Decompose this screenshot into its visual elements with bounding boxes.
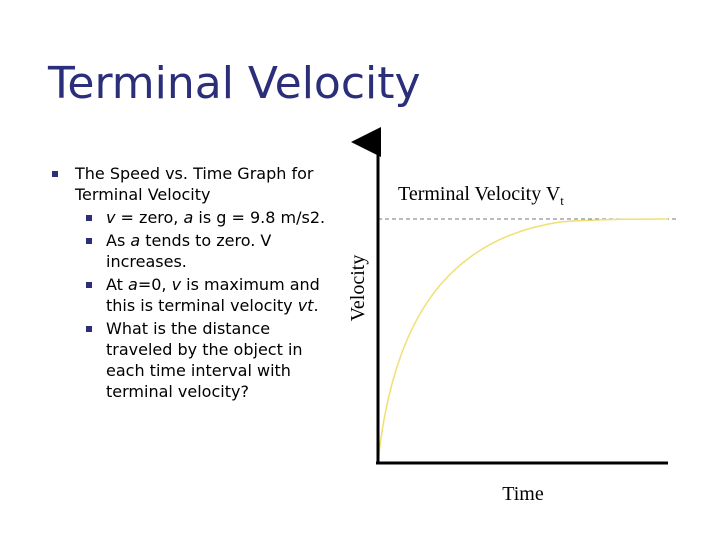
italic-symbol: a [183,208,194,227]
sub-bullet-text: What is the distance traveled by the obj… [106,319,303,401]
text-run: . [313,296,319,315]
bullet-square-icon [86,215,92,221]
bullet-square-icon [52,171,58,177]
text-run: At [106,275,129,294]
italic-symbol: a [130,231,141,250]
slide-title: Terminal Velocity [48,58,421,109]
italic-symbol: a [128,275,138,294]
sub-bullet: At a=0, v is maximum and this is termina… [48,274,338,316]
sub-bullet: v = zero, a is g = 9.8 m/s2. [48,207,338,228]
text-run: What is the distance traveled by the obj… [106,319,303,401]
sub-bullet-text: At a=0, v is maximum and this is termina… [106,275,320,315]
italic-symbol: v [106,208,116,227]
text-run: =0, [137,275,172,294]
velocity-curve [377,218,669,463]
bullet-list: The Speed vs. Time Graph for Terminal Ve… [48,163,338,402]
bullet-main-text: The Speed vs. Time Graph for Terminal Ve… [75,164,314,204]
sub-bullet: As a tends to zero. V increases. [48,230,338,272]
italic-symbol: v [171,275,182,294]
terminal-velocity-subscript: t [560,193,564,208]
terminal-velocity-label: Terminal Velocity Vt [398,183,564,208]
bullet-main: The Speed vs. Time Graph for Terminal Ve… [48,163,338,205]
bullet-square-icon [86,238,92,244]
text-run: tends to zero. V increases. [106,231,272,271]
x-axis-label: Time [502,483,544,505]
sub-bullet-text: v = zero, a is g = 9.8 m/s2. [106,208,325,227]
terminal-velocity-text: Terminal Velocity V [398,183,561,205]
sub-bullet-text: As a tends to zero. V increases. [106,231,271,271]
bullet-square-icon [86,326,92,332]
text-run: As [106,231,131,250]
text-run: = zero, [115,208,184,227]
sub-bullet: What is the distance traveled by the obj… [48,318,338,402]
y-axis-label: Velocity [347,255,369,322]
bullet-square-icon [86,282,92,288]
text-run: is g = 9.8 m/s2. [193,208,326,227]
text-run: is maximum and this is terminal velocity [106,275,320,315]
italic-symbol: vt [297,296,314,315]
